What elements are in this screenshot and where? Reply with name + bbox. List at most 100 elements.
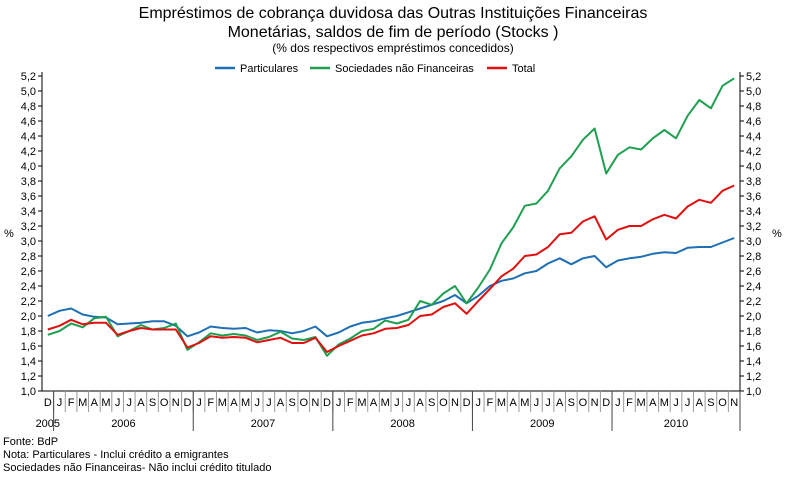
y-tick-label-right: 2,4 xyxy=(746,281,761,293)
legend-label: Sociedades não Financeiras xyxy=(335,63,474,75)
month-label: M xyxy=(78,397,87,409)
month-label: M xyxy=(101,397,110,409)
y-tick-label-right: 2,0 xyxy=(746,311,761,323)
month-label: J xyxy=(476,397,482,409)
year-label: 2008 xyxy=(390,418,414,430)
month-label: D xyxy=(602,397,610,409)
y-tick-label-right: 2,8 xyxy=(746,251,761,263)
y-tick-label-right: 1,8 xyxy=(746,326,761,338)
legend-label: Particulares xyxy=(240,63,299,75)
y-tick-label-right: 2,6 xyxy=(746,266,761,278)
month-label: J xyxy=(615,397,621,409)
y-tick-label-right: 3,2 xyxy=(746,221,761,233)
month-label: M xyxy=(218,397,227,409)
y-tick-label-right: 4,0 xyxy=(746,161,761,173)
month-label: F xyxy=(68,397,75,409)
footer-note-1: Nota: Particulares - Inclui crédito a em… xyxy=(3,449,229,461)
footer-note-2: Sociedades não Financeiras- Não inclui c… xyxy=(3,462,272,474)
month-label: A xyxy=(416,397,424,409)
month-label: M xyxy=(241,397,250,409)
legend-label: Total xyxy=(512,63,535,75)
month-label: J xyxy=(545,397,551,409)
year-label: 2007 xyxy=(251,418,275,430)
y-tick-label-left: 1,6 xyxy=(21,341,36,353)
month-label: M xyxy=(520,397,529,409)
month-label: M xyxy=(660,397,669,409)
y-tick-label-right: 4,4 xyxy=(746,131,761,143)
month-label: M xyxy=(381,397,390,409)
month-label: M xyxy=(637,397,646,409)
month-label: D xyxy=(323,397,331,409)
y-tick-label-left: 2,8 xyxy=(21,251,36,263)
y-tick-label-left: 1,4 xyxy=(21,356,36,368)
month-label: F xyxy=(487,397,494,409)
month-label: J xyxy=(406,397,412,409)
y-tick-label-left: 4,8 xyxy=(21,101,36,113)
y-tick-label-right: 4,8 xyxy=(746,101,761,113)
month-label: J xyxy=(115,397,121,409)
month-label: S xyxy=(428,397,435,409)
month-label: J xyxy=(127,397,133,409)
y-tick-label-left: 2,4 xyxy=(21,281,36,293)
y-tick-label-left: 2,2 xyxy=(21,296,36,308)
month-label: F xyxy=(626,397,633,409)
month-label: N xyxy=(591,397,599,409)
chart-title-line2: Monetárias, saldos de fim de período (St… xyxy=(227,24,559,41)
month-label: A xyxy=(649,397,657,409)
month-label: J xyxy=(685,397,691,409)
y-tick-label-right: 5,0 xyxy=(746,86,761,98)
month-label: O xyxy=(299,397,308,409)
chart-subtitle: (% dos respectivos empréstimos concedido… xyxy=(272,41,514,55)
month-label: D xyxy=(463,397,471,409)
month-label: N xyxy=(311,397,319,409)
y-tick-label-right: 1,4 xyxy=(746,356,761,368)
year-label: 2005 xyxy=(36,418,60,430)
y-tick-label-left: 3,0 xyxy=(21,236,36,248)
month-label: J xyxy=(266,397,272,409)
y-tick-label-right: 3,6 xyxy=(746,191,761,203)
y-tick-label-right: 4,2 xyxy=(746,146,761,158)
y-tick-label-right: 2,2 xyxy=(746,296,761,308)
y-tick-label-right: 4,6 xyxy=(746,116,761,128)
month-label: N xyxy=(730,397,738,409)
month-label: F xyxy=(347,397,354,409)
month-label: S xyxy=(707,397,714,409)
month-label: D xyxy=(183,397,191,409)
month-label: A xyxy=(230,397,238,409)
month-label: F xyxy=(207,397,214,409)
month-label: A xyxy=(137,397,145,409)
month-label: A xyxy=(91,397,99,409)
month-label: D xyxy=(44,397,52,409)
y-tick-label-left: 4,0 xyxy=(21,161,36,173)
y-tick-label-left: 1,2 xyxy=(21,371,36,383)
month-label: O xyxy=(579,397,588,409)
month-label: A xyxy=(509,397,517,409)
series-line-sociedades-n-o-financeiras xyxy=(47,77,735,357)
y-tick-label-right: 3,0 xyxy=(746,236,761,248)
month-label: J xyxy=(196,397,202,409)
y-tick-label-right: 3,8 xyxy=(746,176,761,188)
chart-title: Empréstimos de cobrança duvidosa das Out… xyxy=(138,5,648,22)
y-tick-label-left: 3,4 xyxy=(21,206,36,218)
y-tick-label-right: 1,0 xyxy=(746,386,761,398)
y-tick-label-left: 5,0 xyxy=(21,86,36,98)
y-tick-label-right: 5,2 xyxy=(746,71,761,83)
y-axis-label-left: % xyxy=(4,228,14,240)
month-label: M xyxy=(497,397,506,409)
y-tick-label-left: 1,0 xyxy=(21,386,36,398)
y-tick-label-left: 3,2 xyxy=(21,221,36,233)
y-tick-label-right: 1,2 xyxy=(746,371,761,383)
y-tick-label-right: 3,4 xyxy=(746,206,761,218)
month-label: S xyxy=(288,397,295,409)
month-label: M xyxy=(357,397,366,409)
series-line-total xyxy=(47,184,735,353)
month-label: A xyxy=(696,397,704,409)
y-axis-label-right: % xyxy=(772,228,782,240)
y-tick-label-left: 4,2 xyxy=(21,146,36,158)
month-label: A xyxy=(556,397,564,409)
y-tick-label-left: 1,8 xyxy=(21,326,36,338)
y-tick-label-left: 5,2 xyxy=(21,71,36,83)
month-label: J xyxy=(254,397,260,409)
month-label: N xyxy=(172,397,180,409)
